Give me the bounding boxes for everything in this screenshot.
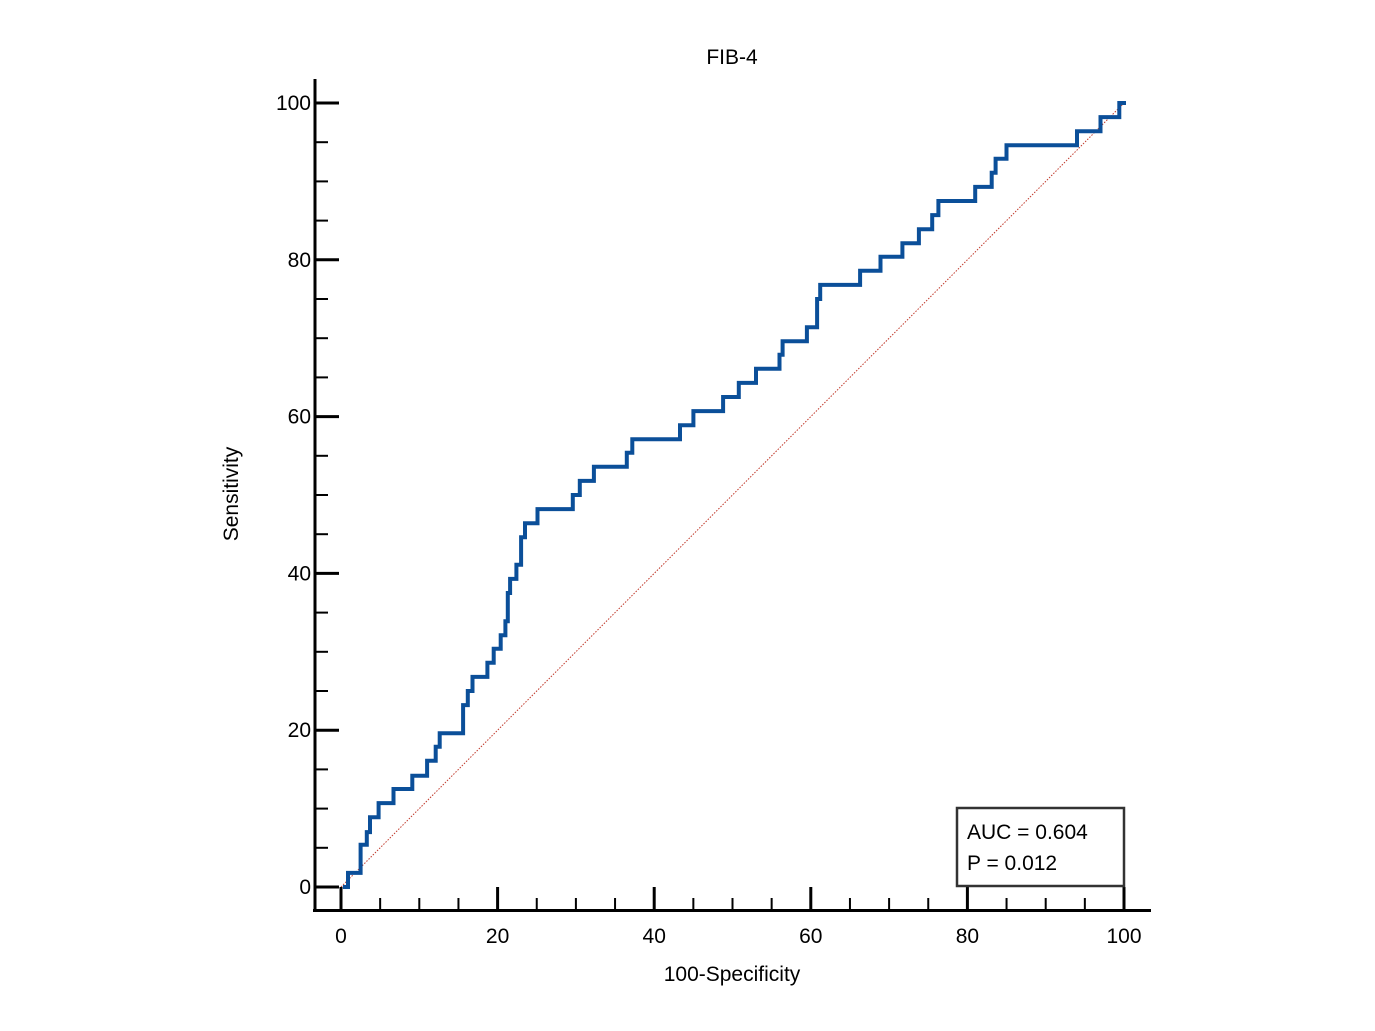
x-tick-label: 80 xyxy=(956,925,979,948)
ticks-group: 0 20 40 60 80 100 0 20 40 60 80 100 xyxy=(276,92,1142,948)
x-tick-label: 100 xyxy=(1106,925,1141,948)
reference-diagonal-group xyxy=(340,102,1125,888)
series-group xyxy=(342,101,1126,889)
p-value-annotation: P = 0.012 xyxy=(967,852,1057,875)
y-axis-label: Sensitivity xyxy=(220,446,243,541)
x-tick-label: 40 xyxy=(643,925,666,948)
auc-annotation: AUC = 0.604 xyxy=(967,821,1088,844)
y-tick-label: 100 xyxy=(276,92,311,115)
x-tick-label: 60 xyxy=(799,925,822,948)
stats-box-frame xyxy=(955,806,1126,888)
roc-curve xyxy=(342,101,1126,889)
x-tick-label: 20 xyxy=(486,925,509,948)
y-tick-label: 20 xyxy=(288,719,311,742)
x-axis-label: 100-Specificity xyxy=(664,963,801,986)
y-tick-label: 60 xyxy=(288,406,311,429)
y-tick-label: 0 xyxy=(299,876,311,899)
x-tick-label: 0 xyxy=(335,925,347,948)
y-tick-label: 40 xyxy=(288,562,311,585)
y-tick-label: 80 xyxy=(288,249,311,272)
chart-title: FIB-4 xyxy=(706,46,758,69)
reference-diagonal xyxy=(340,102,1125,888)
stats-box: AUC = 0.604 P = 0.012 xyxy=(955,806,1126,888)
